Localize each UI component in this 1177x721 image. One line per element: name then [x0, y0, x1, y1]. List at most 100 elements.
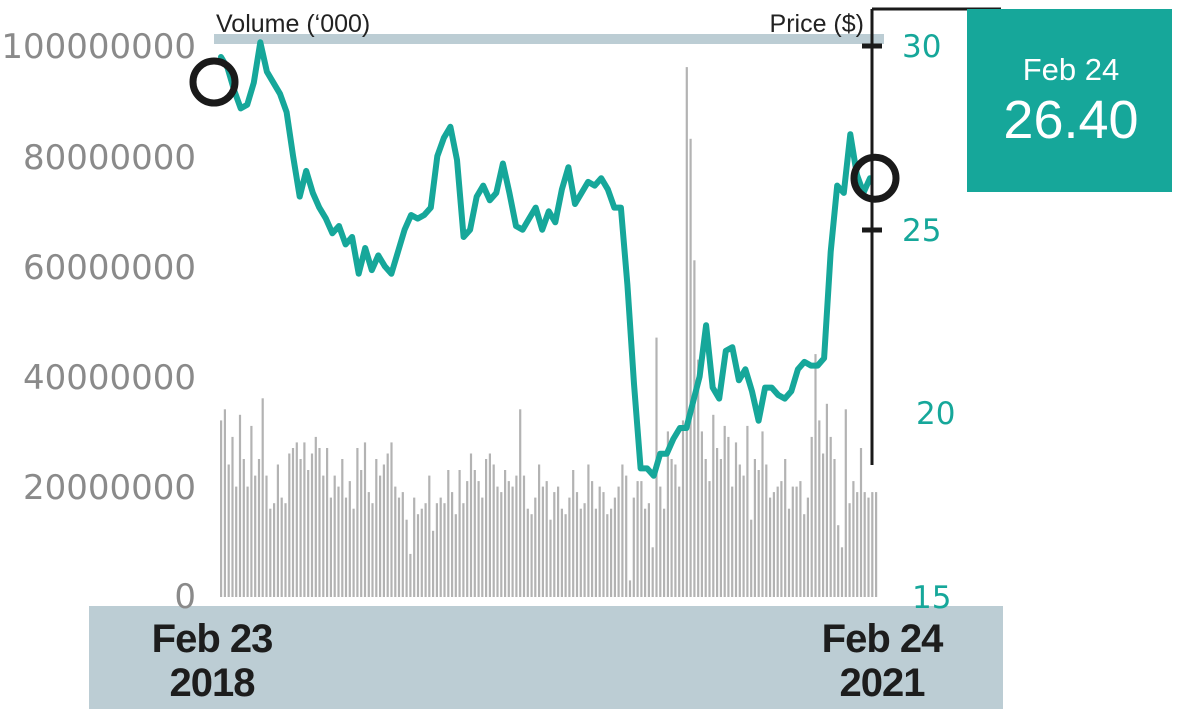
volume-bar — [852, 481, 855, 597]
volume-axis: 0 20000000 40000000 60000000 80000000 10… — [1, 27, 196, 617]
volume-bar — [784, 459, 787, 597]
volume-bar — [572, 470, 575, 597]
volume-bar — [382, 464, 385, 597]
volume-bar — [844, 409, 847, 597]
volume-tick-0: 0 — [174, 577, 196, 617]
volume-bar — [333, 475, 336, 597]
volume-bar — [776, 486, 779, 597]
volume-bar — [329, 497, 332, 597]
volume-bar — [500, 492, 503, 597]
volume-bar — [761, 431, 764, 597]
volume-bar — [246, 486, 249, 597]
volume-bar — [712, 414, 715, 597]
volume-bar — [337, 486, 340, 597]
volume-bar — [242, 459, 245, 597]
volume-bar — [545, 481, 548, 597]
volume-bar — [462, 503, 465, 597]
volume-bar — [606, 514, 609, 597]
x-start-date: Feb 23 — [152, 617, 273, 661]
volume-bar — [276, 464, 279, 597]
volume-bar — [697, 359, 700, 597]
x-start-year: 2018 — [170, 661, 256, 705]
volume-bar — [492, 464, 495, 597]
volume-bar — [220, 420, 223, 597]
volume-bar — [659, 486, 662, 597]
volume-tick-3: 60000000 — [23, 248, 196, 288]
volume-bar — [401, 492, 404, 597]
volume-bar — [254, 475, 257, 597]
volume-bar — [265, 475, 268, 597]
volume-bar — [787, 508, 791, 597]
volume-bar — [734, 442, 738, 597]
volume-bar — [564, 514, 567, 597]
volume-bar — [791, 486, 794, 597]
volume-tick-1: 20000000 — [23, 468, 196, 508]
volume-bar — [428, 475, 431, 597]
volume-bar — [379, 475, 382, 597]
volume-bar — [235, 486, 238, 597]
volume-bar — [708, 481, 711, 597]
volume-bar — [522, 475, 526, 597]
volume-tick-4: 80000000 — [23, 138, 196, 178]
volume-bar — [636, 481, 639, 597]
price-axis-title: Price ($) — [770, 10, 864, 38]
top-band — [214, 34, 884, 44]
volume-bar — [538, 464, 541, 597]
volume-bar — [594, 508, 597, 597]
volume-bar — [731, 486, 734, 597]
volume-bar — [473, 470, 476, 597]
volume-bar — [477, 481, 480, 597]
volume-bar — [344, 497, 348, 597]
volume-bar — [454, 514, 457, 597]
volume-bar — [613, 497, 616, 597]
volume-bar — [310, 453, 314, 597]
volume-bar — [257, 459, 261, 597]
volume-bar — [356, 448, 359, 597]
volume-bar — [291, 448, 295, 597]
volume-bar — [700, 431, 703, 597]
volume-bar — [515, 475, 518, 597]
volume-bar — [413, 497, 416, 597]
volume-bar — [704, 459, 707, 597]
volume-bar — [640, 481, 643, 597]
volume-bar — [420, 508, 423, 597]
volume-bar — [485, 459, 488, 597]
volume-bar — [352, 508, 355, 597]
volume-bar — [859, 448, 863, 597]
volume-bar — [840, 547, 844, 597]
volume-bar — [674, 464, 677, 597]
volume-bar — [394, 486, 397, 597]
volume-bar — [549, 519, 552, 597]
volume-bar — [405, 519, 408, 597]
volume-bar — [644, 508, 647, 597]
volume-bar — [231, 436, 234, 597]
volume-bar — [723, 425, 726, 597]
volume-bar — [693, 260, 696, 597]
volume-bar — [250, 425, 253, 597]
volume-bar — [647, 503, 650, 597]
volume-bar — [568, 497, 571, 597]
volume-bar — [651, 547, 654, 597]
volume-bar — [488, 453, 491, 597]
volume-bar — [409, 553, 412, 597]
volume-bar — [261, 398, 264, 597]
volume-bar — [837, 525, 840, 597]
volume-bar — [685, 67, 688, 598]
volume-bar — [553, 492, 556, 597]
volume-bar — [663, 508, 666, 597]
price-callout — [967, 9, 1172, 192]
callout-value: 26.40 — [1003, 90, 1138, 150]
volume-bar — [360, 470, 363, 597]
volume-bar — [780, 481, 783, 597]
volume-bar — [238, 414, 242, 597]
volume-bar — [602, 492, 605, 597]
volume-bar — [341, 459, 344, 597]
volume-bar — [534, 497, 537, 597]
volume-bar — [822, 453, 825, 597]
volume-bar — [295, 442, 298, 597]
volume-bar — [666, 431, 669, 597]
volume-bar — [496, 486, 499, 597]
volume-tick-5: 100000000 — [1, 27, 196, 67]
volume-bar — [466, 481, 469, 597]
volume-bar — [519, 409, 522, 597]
